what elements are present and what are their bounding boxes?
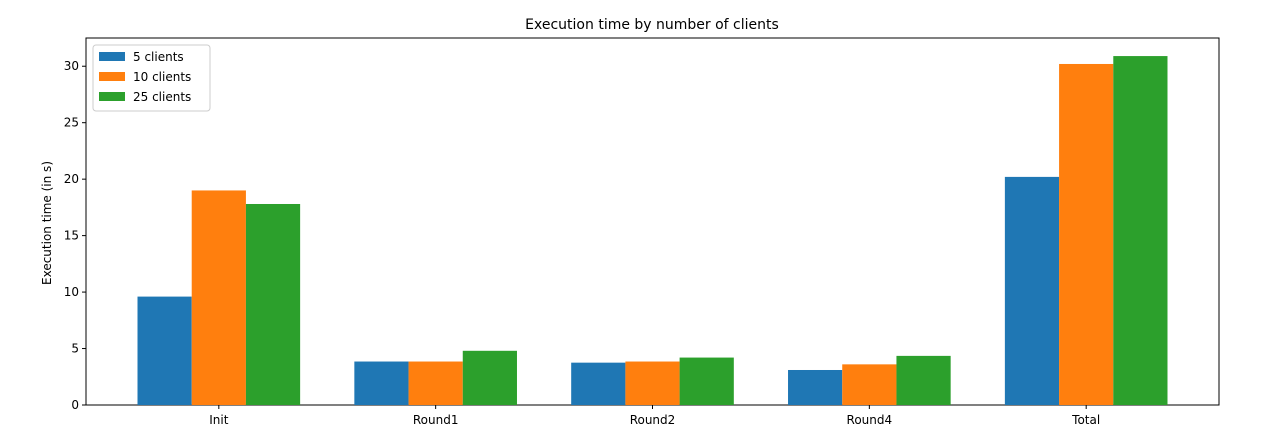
bar-init-series-3 [245, 203, 301, 405]
y-tick-label: 10 [64, 285, 79, 299]
legend-swatch [99, 92, 125, 101]
x-tick-label: Round4 [847, 413, 893, 427]
bar-total-series-2 [1059, 63, 1114, 405]
bar-total-series-1 [1004, 176, 1060, 405]
x-tick-label: Init [209, 413, 228, 427]
y-tick-label: 5 [71, 342, 79, 356]
legend-label: 25 clients [133, 90, 191, 104]
bars [137, 56, 1168, 406]
bar-init-series-1 [137, 296, 192, 405]
legend-label: 5 clients [133, 50, 184, 64]
y-axis-label: Execution time (in s) [40, 161, 54, 285]
bar-round1-series-3 [462, 350, 517, 405]
ticks: 0 5 10 15 20 25 30 Init Round1 Round2 Round4 Total [64, 59, 1100, 427]
bar-round4-series-1 [788, 369, 843, 405]
legend-swatch [99, 52, 125, 61]
y-tick-label: 20 [64, 172, 79, 186]
y-tick-label: 25 [64, 116, 79, 130]
legend-swatch [99, 72, 125, 81]
bar-init-series-2 [191, 190, 246, 405]
x-tick-label: Total [1071, 413, 1100, 427]
bar-round1-series-1 [354, 361, 409, 405]
x-tick-label: Round1 [413, 413, 459, 427]
y-tick-label: 30 [64, 59, 79, 73]
legend: 5 clients 10 clients 25 clients [92, 44, 211, 112]
chart-title: Execution time by number of clients [525, 17, 779, 33]
bar-round4-series-3 [896, 355, 951, 405]
bar-round2-series-2 [625, 361, 680, 405]
y-tick-label: 15 [64, 229, 79, 243]
bar-round2-series-1 [571, 362, 626, 405]
y-tick-label: 0 [71, 398, 79, 412]
bar-total-series-3 [1113, 56, 1168, 406]
bar-round1-series-2 [408, 361, 463, 405]
legend-label: 10 clients [133, 70, 191, 84]
bar-round2-series-3 [679, 357, 734, 405]
x-tick-label: Round2 [630, 413, 676, 427]
bar-round4-series-2 [842, 364, 897, 405]
